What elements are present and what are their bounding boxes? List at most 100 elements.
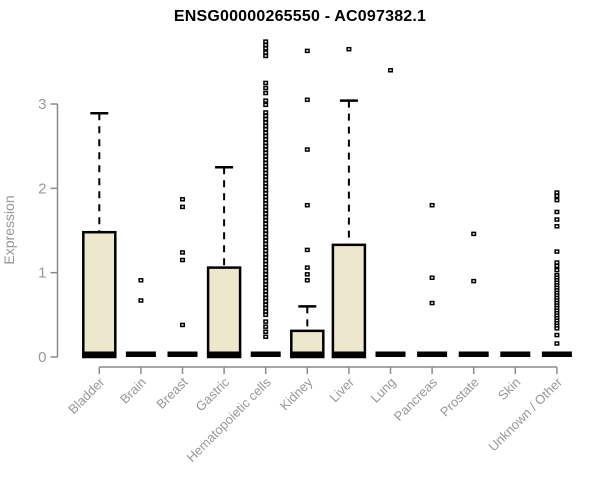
boxplot-unknown-other bbox=[541, 190, 572, 357]
x-tick-label-bladder: Bladder bbox=[65, 374, 108, 417]
outlier-point-center bbox=[264, 270, 267, 272]
outlier-point-center bbox=[264, 182, 267, 185]
outlier-point-center bbox=[431, 276, 434, 279]
x-tick-label-pancreas: Pancreas bbox=[391, 374, 441, 424]
outlier-point-center bbox=[555, 307, 558, 309]
outlier-point-center bbox=[555, 309, 558, 312]
outlier-point-center bbox=[264, 111, 267, 114]
outlier-point-center bbox=[555, 195, 558, 197]
y-tick-label: 2 bbox=[38, 180, 46, 197]
outlier-point-center bbox=[181, 259, 184, 261]
outlier-point-center bbox=[264, 239, 267, 242]
boxplot-breast bbox=[167, 197, 198, 357]
boxplot-pancreas bbox=[417, 202, 448, 357]
median-line bbox=[458, 351, 489, 357]
outlier-point-center bbox=[306, 279, 309, 282]
median-line bbox=[417, 351, 448, 357]
outlier-point-center bbox=[264, 283, 267, 286]
boxplot-kidney bbox=[290, 48, 325, 359]
outlier-point-center bbox=[306, 148, 309, 151]
outlier-point-center bbox=[264, 185, 267, 188]
outlier-point-center bbox=[181, 251, 184, 254]
outlier-point-center bbox=[555, 218, 558, 221]
outlier-point-center bbox=[264, 256, 267, 259]
outlier-point-center bbox=[264, 293, 267, 296]
boxplot-liver bbox=[331, 46, 367, 359]
outlier-point-center bbox=[472, 280, 475, 282]
outlier-point-center bbox=[555, 334, 558, 336]
outlier-point-center bbox=[264, 169, 267, 171]
outlier-point-center bbox=[306, 273, 309, 276]
boxplot-lung bbox=[375, 68, 406, 357]
outlier-point-center bbox=[389, 69, 392, 72]
median-line bbox=[82, 351, 117, 357]
outlier-point-center bbox=[555, 274, 558, 276]
outlier-point-center bbox=[264, 155, 267, 158]
median-line bbox=[207, 351, 242, 357]
outlier-point-center bbox=[555, 199, 558, 201]
outlier-point-center bbox=[264, 189, 267, 191]
outlier-point-center bbox=[555, 265, 558, 267]
outlier-point-center bbox=[264, 314, 267, 316]
outlier-point-center bbox=[555, 322, 558, 325]
outlier-point-center bbox=[264, 196, 267, 198]
y-axis-title: Expression bbox=[1, 195, 17, 264]
outlier-point-center bbox=[264, 125, 267, 127]
outlier-point-center bbox=[264, 148, 267, 151]
outlier-point-center bbox=[264, 320, 267, 323]
outlier-point-center bbox=[555, 297, 558, 299]
outlier-point-center bbox=[555, 325, 558, 327]
outlier-point-center bbox=[264, 40, 267, 43]
boxplot-skin bbox=[500, 351, 531, 357]
outlier-point-center bbox=[264, 325, 267, 328]
outlier-point-center bbox=[264, 87, 267, 89]
outlier-point-center bbox=[264, 158, 267, 161]
outlier-point-center bbox=[264, 209, 267, 212]
outlier-point-center bbox=[264, 297, 267, 299]
y-axis: 0 1 2 3 Expression bbox=[1, 96, 59, 366]
outlier-point-center bbox=[264, 179, 267, 181]
outlier-point-center bbox=[264, 206, 267, 208]
outlier-point-center bbox=[264, 287, 267, 289]
x-tick-label-breast: Breast bbox=[153, 374, 190, 411]
outlier-point-center bbox=[555, 284, 558, 287]
outlier-point-center bbox=[139, 279, 142, 282]
x-tick-label-prostate: Prostate bbox=[437, 375, 482, 420]
outlier-point-center bbox=[264, 303, 267, 306]
outlier-point-center bbox=[264, 82, 267, 84]
x-tick-label-skin: Skin bbox=[495, 375, 523, 403]
outlier-point-center bbox=[555, 269, 558, 271]
outlier-point-center bbox=[555, 292, 558, 294]
outlier-point-center bbox=[264, 165, 267, 168]
outlier-point-center bbox=[555, 282, 558, 284]
box bbox=[206, 266, 242, 359]
outlier-point-center bbox=[264, 307, 267, 309]
outlier-point-center bbox=[306, 204, 309, 206]
median-line bbox=[250, 351, 281, 357]
outlier-point-center bbox=[264, 118, 267, 120]
outlier-point-center bbox=[472, 233, 475, 235]
boxplot-gastric bbox=[206, 166, 242, 359]
outlier-point-center bbox=[264, 212, 267, 215]
outlier-point-center bbox=[431, 204, 434, 206]
outlier-point-center bbox=[181, 198, 184, 201]
outlier-point-center bbox=[264, 249, 267, 252]
y-tick-label: 1 bbox=[38, 265, 46, 282]
x-tick-label-liver: Liver bbox=[326, 374, 357, 405]
box bbox=[82, 230, 117, 359]
outlier-point-center bbox=[264, 226, 267, 228]
boxplot-bladder bbox=[82, 112, 117, 359]
outlier-point-center bbox=[264, 99, 267, 102]
outlier-point-center bbox=[264, 273, 267, 276]
x-tick-label-lung: Lung bbox=[368, 375, 399, 406]
outlier-point-center bbox=[555, 319, 558, 322]
outlier-point-center bbox=[264, 128, 267, 131]
outlier-point-center bbox=[555, 191, 558, 194]
median-line bbox=[125, 351, 156, 357]
outlier-point-center bbox=[264, 138, 267, 141]
outlier-point-center bbox=[264, 280, 267, 282]
outlier-point-center bbox=[264, 300, 267, 303]
outlier-point-center bbox=[264, 44, 267, 46]
